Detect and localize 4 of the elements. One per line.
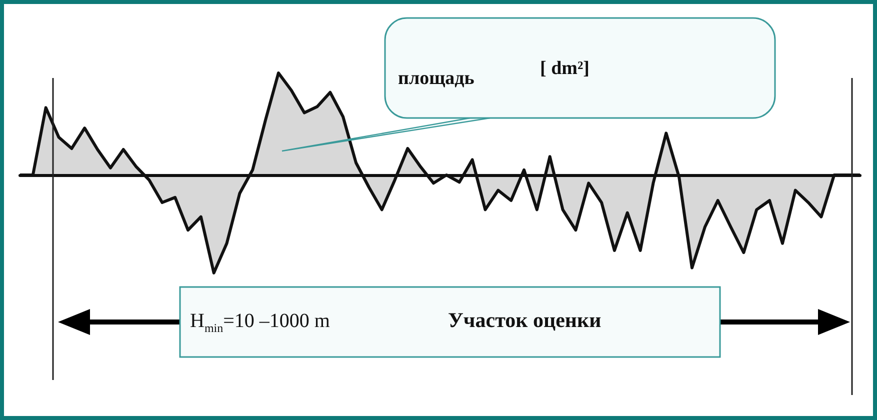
annotation: площадь bbox=[398, 68, 474, 90]
annotation: [ dm²] bbox=[540, 58, 590, 80]
text: Участок оценки bbox=[448, 308, 602, 332]
text: H$_{min}$=10 –1000 m bbox=[190, 310, 330, 335]
